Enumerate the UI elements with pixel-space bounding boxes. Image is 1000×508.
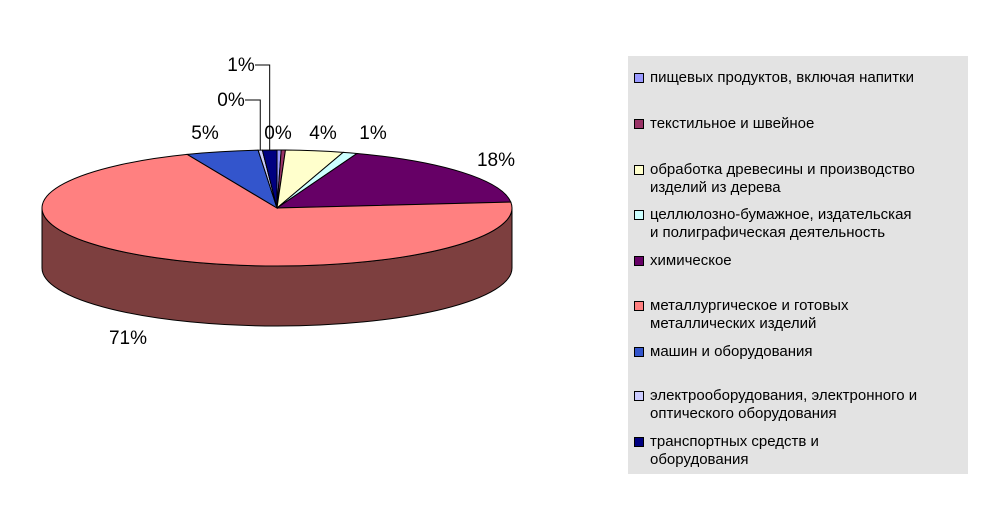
legend-label: металлургическое и готовых металлических… [650, 297, 849, 332]
leader-line [245, 99, 261, 151]
legend-label: транспортных средств и оборудования [650, 433, 819, 468]
pie-slice [275, 152, 512, 209]
legend-swatch [634, 437, 644, 447]
legend-swatch [634, 73, 644, 83]
value-labels: 0% 4% 1% 18% 71% 5% 0% 1% [109, 55, 515, 349]
value-label: 4% [309, 123, 337, 144]
legend-swatch [634, 210, 644, 220]
legend-swatch [634, 391, 644, 401]
legend-label: машин и оборудования [650, 343, 813, 360]
value-label: 71% [109, 328, 147, 349]
value-label: 0% [217, 90, 245, 111]
leader-lines [245, 64, 271, 151]
legend-label: целлюлозно-бумажное, издательская и поли… [650, 206, 912, 241]
value-label: 1% [359, 123, 387, 144]
pie-top-layer [41, 149, 513, 267]
legend-swatch [634, 119, 644, 129]
value-label: 5% [191, 123, 219, 144]
value-label: 18% [477, 150, 515, 171]
legend-label: текстильное и швейное [650, 115, 815, 132]
value-label: 0% [264, 123, 292, 144]
legend-label: обработка древесины и производство издел… [650, 161, 915, 196]
legend-swatch [634, 347, 644, 357]
value-label: 1% [227, 55, 255, 76]
legend-swatch [634, 301, 644, 311]
legend-swatch [634, 165, 644, 175]
leader-line [255, 64, 271, 151]
pie-slice [41, 153, 513, 267]
legend: пищевых продуктов, включая напитки текст… [628, 56, 968, 474]
legend-label: химическое [650, 252, 732, 269]
legend-label: электрооборудования, электронного и опти… [650, 387, 918, 422]
legend-swatch [634, 256, 644, 266]
legend-label: пищевых продуктов, включая напитки [650, 69, 915, 86]
